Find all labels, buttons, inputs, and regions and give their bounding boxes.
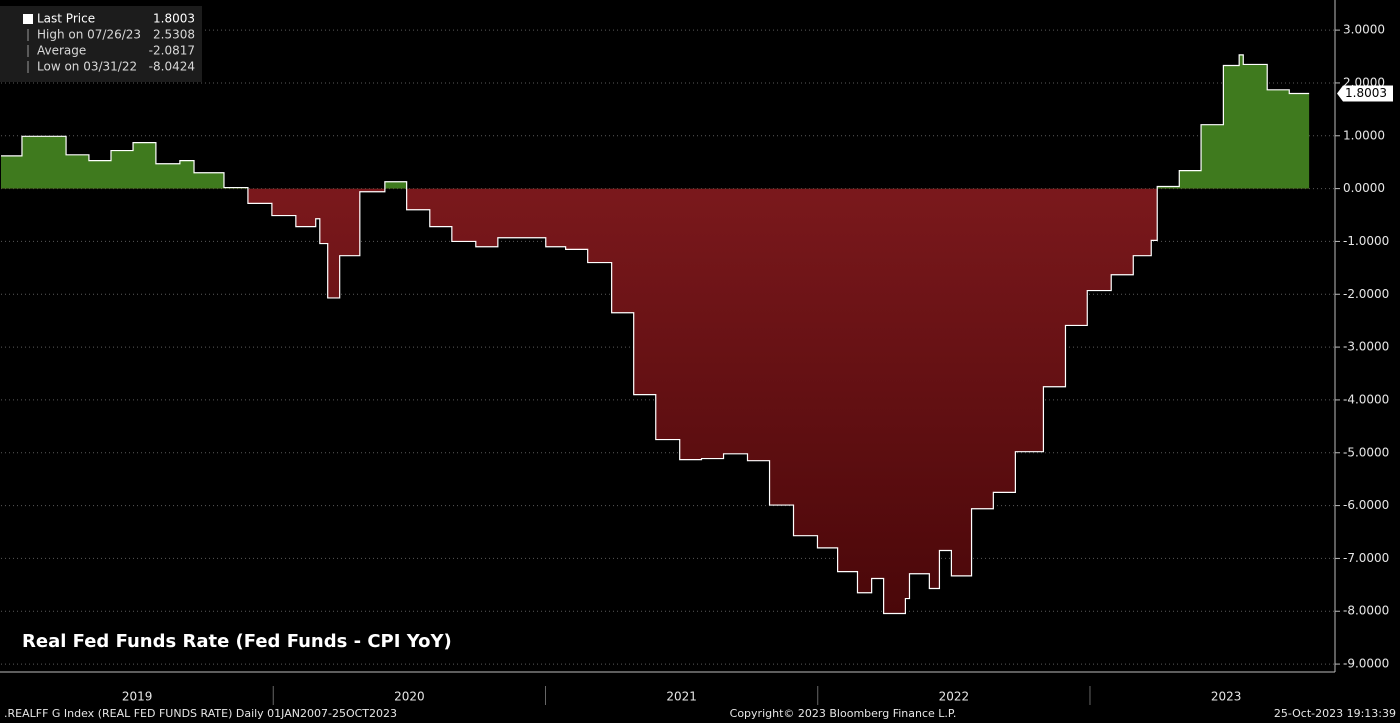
legend-label: Average xyxy=(37,44,86,58)
y-tick-label: 0.0000 xyxy=(1343,181,1385,195)
last-price-label: 1.8003 xyxy=(1345,86,1387,100)
legend-box xyxy=(0,6,202,82)
x-tick-label: 2019 xyxy=(122,690,153,704)
y-tick-label: -7.0000 xyxy=(1343,551,1389,565)
y-tick-label: -1.0000 xyxy=(1343,234,1389,248)
legend-value: 1.8003 xyxy=(153,12,195,26)
footer-center: Copyright© 2023 Bloomberg Finance L.P. xyxy=(730,707,957,720)
y-tick-label: 1.0000 xyxy=(1343,128,1385,142)
last-price-tag xyxy=(1337,85,1393,102)
legend-swatch xyxy=(23,14,33,24)
chart-title: Real Fed Funds Rate (Fed Funds - CPI YoY… xyxy=(22,631,452,652)
positive-area xyxy=(1,54,1310,189)
y-tick-label: 3.0000 xyxy=(1343,23,1385,37)
y-tick-label: -2.0000 xyxy=(1343,287,1389,301)
y-tick-label: -5.0000 xyxy=(1343,445,1389,459)
legend-label: Last Price xyxy=(37,12,95,26)
x-tick-label: 2021 xyxy=(666,690,697,704)
x-tick-label: 2023 xyxy=(1211,690,1242,704)
footer-right: 25-Oct-2023 19:13:39 xyxy=(1274,707,1396,720)
legend-value: -2.0817 xyxy=(149,44,195,58)
y-tick-label: -3.0000 xyxy=(1343,340,1389,354)
y-tick-label: -6.0000 xyxy=(1343,498,1389,512)
footer-left: .REALFF G Index (REAL FED FUNDS RATE) Da… xyxy=(4,707,397,720)
x-tick-label: 2020 xyxy=(394,690,425,704)
legend-label: Low on 03/31/22 xyxy=(37,60,137,74)
legend-value: -8.0424 xyxy=(149,60,195,74)
y-tick-label: -4.0000 xyxy=(1343,392,1389,406)
legend-label: High on 07/26/23 xyxy=(37,28,141,42)
y-tick-label: -9.0000 xyxy=(1343,657,1389,671)
legend-value: 2.5308 xyxy=(153,28,195,42)
x-tick-label: 2022 xyxy=(939,690,970,704)
y-tick-label: -8.0000 xyxy=(1343,604,1389,618)
price-line xyxy=(1,54,1310,615)
